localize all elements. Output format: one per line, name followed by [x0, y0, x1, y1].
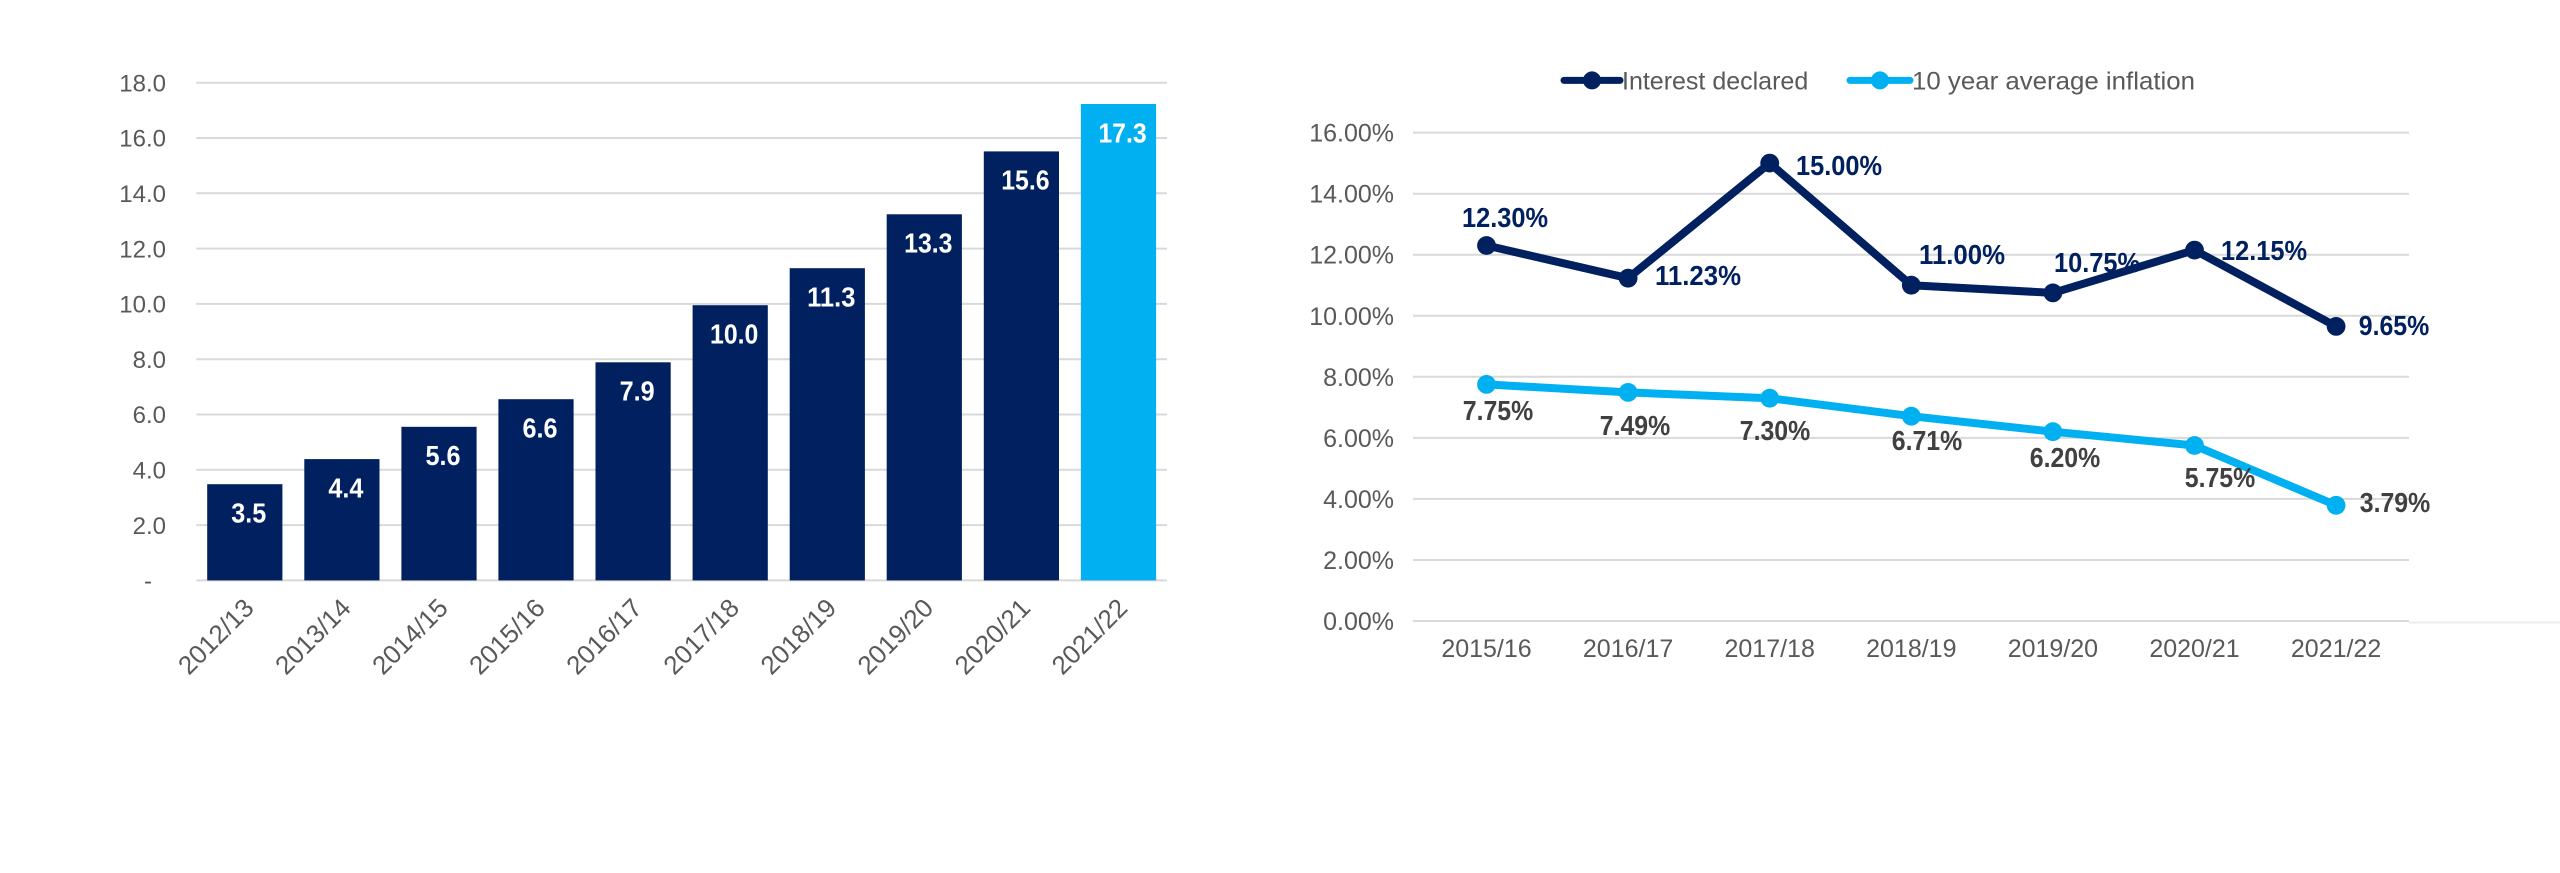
svg-text:10.0: 10.0 [119, 292, 166, 319]
svg-text:16.00%: 16.00% [1309, 120, 1394, 148]
svg-text:11.00%: 11.00% [1919, 239, 2005, 270]
svg-text:14.00%: 14.00% [1309, 181, 1394, 209]
svg-text:2020/21: 2020/21 [948, 593, 1036, 681]
svg-text:3.79%: 3.79% [2360, 487, 2431, 518]
svg-text:8.0: 8.0 [133, 347, 166, 374]
svg-text:12.30%: 12.30% [1462, 202, 1548, 233]
svg-text:2019/20: 2019/20 [2008, 635, 2098, 663]
svg-text:9.65%: 9.65% [2359, 310, 2430, 341]
svg-text:Interest declared: Interest declared [1622, 67, 1808, 95]
svg-text:11.3: 11.3 [807, 282, 855, 313]
svg-text:2013/14: 2013/14 [269, 593, 357, 681]
svg-text:2015/16: 2015/16 [1441, 635, 1531, 663]
svg-text:2.0: 2.0 [133, 513, 166, 540]
svg-text:8.00%: 8.00% [1323, 364, 1394, 392]
svg-text:11.23%: 11.23% [1655, 260, 1741, 291]
svg-text:10.0: 10.0 [710, 319, 758, 350]
svg-text:2020/21: 2020/21 [2149, 635, 2239, 663]
svg-text:6.00%: 6.00% [1323, 425, 1394, 453]
svg-text:2018/19: 2018/19 [1866, 635, 1956, 663]
svg-text:2012/13: 2012/13 [172, 593, 260, 681]
svg-text:12.15%: 12.15% [2221, 235, 2307, 266]
svg-text:6.0: 6.0 [133, 402, 166, 429]
svg-text:7.75%: 7.75% [1463, 395, 1534, 426]
svg-text:18.0: 18.0 [119, 70, 166, 97]
svg-text:5.6: 5.6 [426, 440, 461, 471]
svg-text:10 year average inflation: 10 year average inflation [1912, 67, 2195, 95]
svg-text:6.71%: 6.71% [1892, 425, 1963, 456]
svg-text:14.0: 14.0 [119, 181, 166, 208]
svg-text:2016/17: 2016/17 [1583, 635, 1673, 663]
svg-text:15.00%: 15.00% [1796, 150, 1882, 181]
svg-text:5.75%: 5.75% [2185, 462, 2256, 493]
svg-text:7.30%: 7.30% [1740, 415, 1811, 446]
svg-text:6.20%: 6.20% [2030, 442, 2101, 473]
svg-text:2017/18: 2017/18 [657, 593, 745, 681]
svg-text:4.0: 4.0 [133, 458, 166, 485]
svg-text:2.00%: 2.00% [1323, 547, 1394, 575]
svg-text:2021/22: 2021/22 [1046, 593, 1134, 681]
svg-text:13.3: 13.3 [904, 228, 952, 259]
svg-text:10.00%: 10.00% [1309, 303, 1394, 331]
svg-text:12.0: 12.0 [119, 236, 166, 263]
svg-text:10.75%: 10.75% [2054, 247, 2140, 278]
svg-text:2015/16: 2015/16 [463, 593, 551, 681]
svg-text:6.6: 6.6 [523, 413, 558, 444]
svg-text:2014/15: 2014/15 [366, 593, 454, 681]
svg-text:17.3: 17.3 [1098, 117, 1146, 148]
svg-text:4.4: 4.4 [328, 472, 363, 503]
svg-text:16.0: 16.0 [119, 126, 166, 153]
svg-text:3.5: 3.5 [231, 498, 266, 529]
svg-text:15.6: 15.6 [1001, 165, 1049, 196]
svg-text:7.9: 7.9 [620, 376, 655, 407]
svg-text:-: - [144, 568, 152, 595]
svg-text:0.00%: 0.00% [1323, 608, 1394, 636]
svg-text:2021/22: 2021/22 [2291, 635, 2381, 663]
svg-text:2019/20: 2019/20 [851, 593, 939, 681]
svg-text:4.00%: 4.00% [1323, 486, 1394, 514]
svg-text:7.49%: 7.49% [1600, 410, 1671, 441]
svg-text:2017/18: 2017/18 [1725, 635, 1815, 663]
svg-text:12.00%: 12.00% [1309, 242, 1394, 270]
svg-text:2016/17: 2016/17 [560, 593, 648, 681]
svg-text:2018/19: 2018/19 [754, 593, 842, 681]
